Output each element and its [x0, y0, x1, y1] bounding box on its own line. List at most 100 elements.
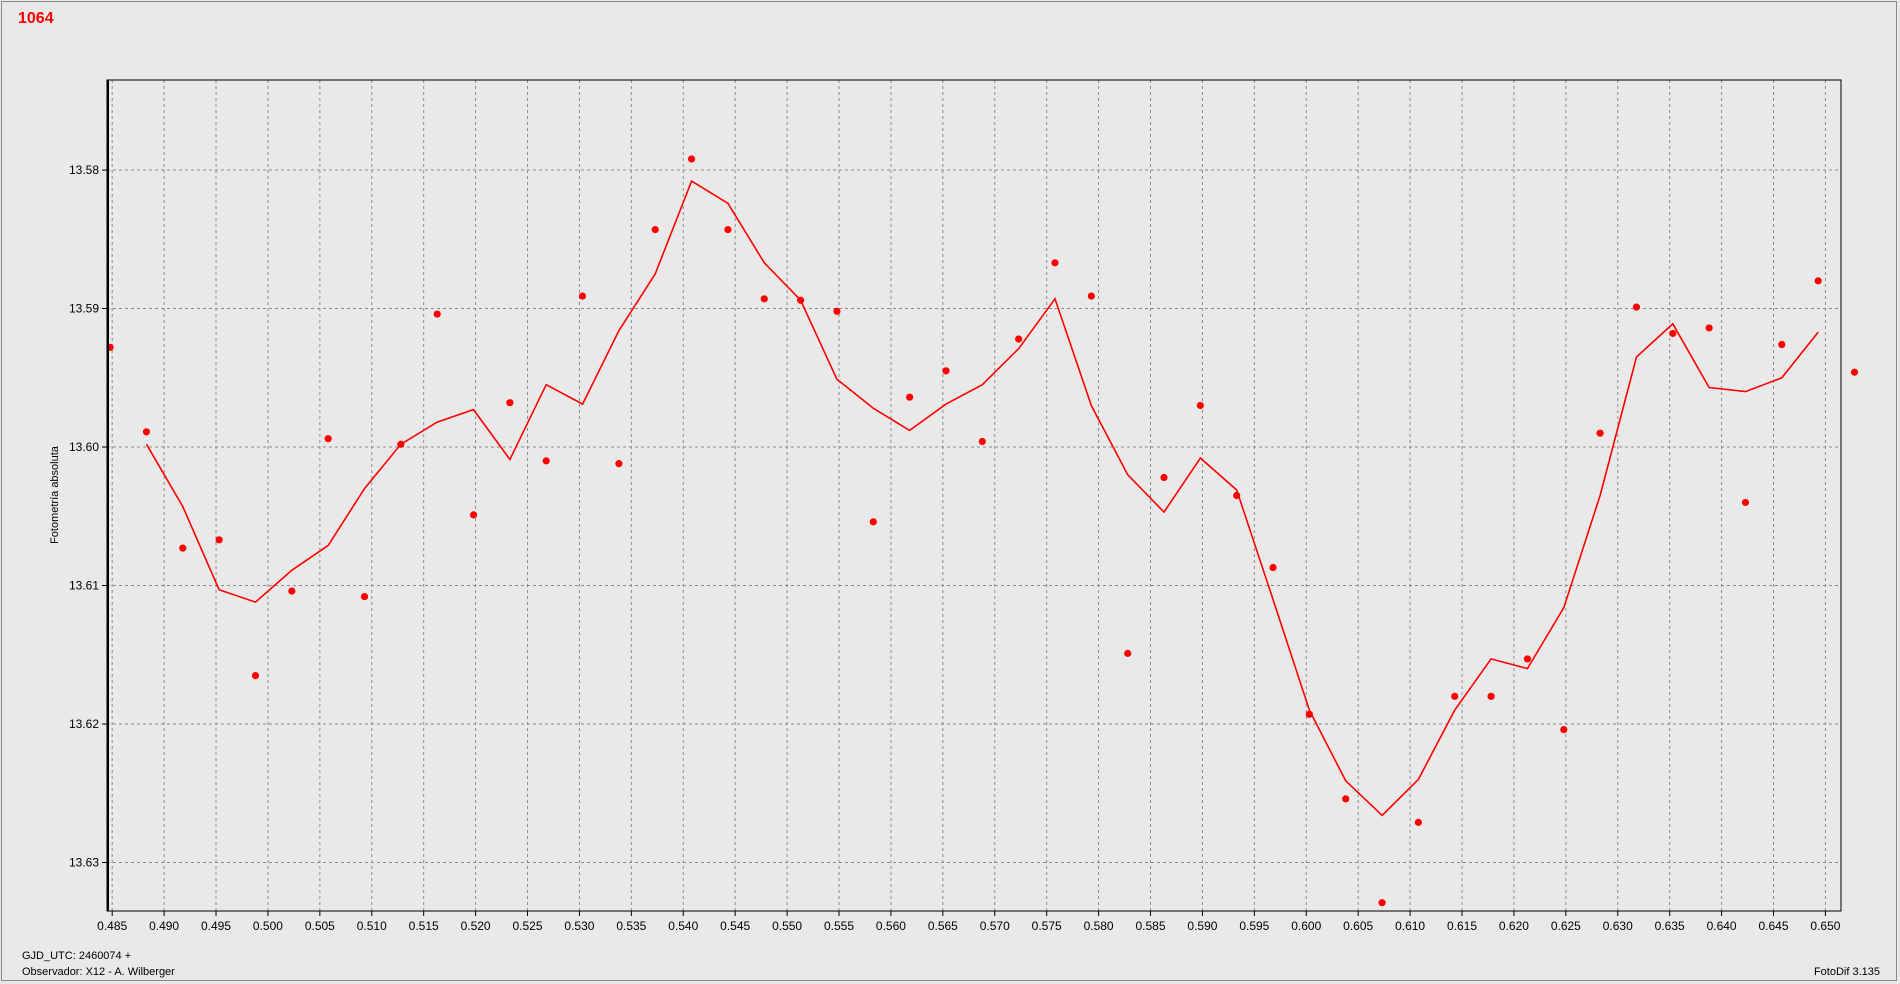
data-point: [1160, 473, 1168, 482]
x-tick-label: 0.595: [1239, 919, 1269, 933]
data-point: [1087, 292, 1095, 300]
x-tick-label: 0.585: [1135, 919, 1165, 933]
data-point: [1378, 899, 1386, 907]
gjd-label: GJD_UTC: 2460074 +: [22, 950, 132, 962]
data-point: [1305, 710, 1313, 718]
data-point: [360, 593, 369, 601]
data-point: [1596, 429, 1604, 437]
data-point: [978, 437, 986, 446]
y-axis-ticks: 13.58 13.59 13.60 13.61 13.62 13.63: [69, 163, 107, 870]
y-tick-label: 13.63: [69, 856, 99, 870]
data-point: [615, 460, 623, 468]
x-tick-label: 0.630: [1603, 919, 1633, 933]
data-point: [1523, 655, 1532, 663]
x-tick-label: 0.605: [1343, 919, 1373, 933]
data-point: [724, 225, 732, 234]
data-point: [251, 671, 260, 680]
data-point: [1342, 795, 1350, 803]
x-tick-label: 0.590: [1187, 919, 1217, 933]
x-tick-label: 0.610: [1395, 919, 1425, 933]
y-tick-label: 13.59: [69, 302, 99, 316]
data-point: [179, 544, 187, 552]
y-tick-label: 13.58: [69, 163, 99, 177]
data-point: [1269, 563, 1277, 572]
data-point: [687, 155, 696, 163]
data-point: [869, 518, 877, 526]
x-tick-label: 0.600: [1291, 919, 1321, 933]
data-point: [397, 440, 405, 448]
data-point: [1669, 329, 1677, 338]
x-tick-label: 0.645: [1758, 919, 1788, 933]
data-point: [651, 225, 659, 234]
data-point: [506, 399, 514, 407]
data-point: [324, 435, 332, 443]
software-label: FotoDif 3.135: [1813, 966, 1880, 978]
y-tick-label: 13.61: [69, 579, 99, 593]
data-point: [1487, 692, 1495, 700]
x-tick-label: 0.545: [720, 919, 750, 933]
data-point: [215, 536, 223, 544]
x-axis-ticks: 0.485 0.490 0.495 0.500 0.505 0.510 0.515 0.520…: [97, 911, 1841, 933]
x-tick-label: 0.635: [1655, 919, 1685, 933]
data-point: [1778, 340, 1786, 349]
data-point: [469, 511, 478, 519]
x-tick-label: 0.620: [1499, 919, 1529, 933]
x-tick-label: 0.535: [616, 919, 646, 933]
data-point: [1560, 725, 1568, 734]
chart-title: 1064: [18, 10, 54, 27]
data-point: [1051, 259, 1059, 267]
data-point: [906, 393, 914, 401]
observer-label: Observador: X12 - A. Wilberger: [22, 966, 175, 978]
x-tick-label: 0.520: [461, 919, 491, 933]
x-tick-label: 0.500: [253, 919, 283, 933]
x-tick-label: 0.530: [564, 919, 594, 933]
y-axis-label: Fotometría absoluta: [49, 445, 61, 544]
data-point: [797, 296, 805, 304]
data-point: [1015, 335, 1023, 343]
data-point: [1814, 277, 1822, 285]
x-tick-label: 0.510: [357, 919, 387, 933]
x-tick-label: 0.650: [1810, 919, 1840, 933]
plot-area: [107, 80, 1841, 911]
data-point: [142, 428, 151, 436]
data-point: [578, 292, 587, 300]
data-point: [288, 587, 296, 595]
x-tick-label: 0.575: [1032, 919, 1062, 933]
x-tick-label: 0.515: [409, 919, 439, 933]
x-tick-label: 0.505: [305, 919, 335, 933]
data-point: [1451, 692, 1459, 700]
data-point: [1850, 368, 1859, 376]
data-point: [1632, 303, 1641, 311]
y-tick-label: 13.62: [69, 717, 99, 731]
series-points: [106, 155, 1859, 907]
data-point: [1124, 649, 1132, 657]
x-tick-label: 0.570: [980, 919, 1010, 933]
data-point: [1705, 324, 1713, 332]
data-point: [542, 457, 550, 465]
x-tick-label: 0.580: [1084, 919, 1114, 933]
grid-lines: [107, 80, 1841, 911]
x-tick-label: 0.615: [1447, 919, 1477, 933]
data-point: [1414, 818, 1423, 826]
x-tick-label: 0.485: [97, 919, 127, 933]
data-point: [1196, 401, 1204, 410]
data-point: [942, 367, 950, 375]
x-tick-label: 0.565: [928, 919, 958, 933]
data-point: [760, 295, 768, 303]
x-tick-label: 0.495: [201, 919, 231, 933]
data-point: [433, 310, 441, 318]
x-tick-label: 0.525: [513, 919, 543, 933]
x-tick-label: 0.550: [772, 919, 802, 933]
x-tick-label: 0.560: [876, 919, 906, 933]
x-tick-label: 0.640: [1707, 919, 1737, 933]
data-point: [833, 307, 841, 315]
x-tick-label: 0.555: [824, 919, 854, 933]
data-point: [1741, 498, 1750, 507]
x-tick-label: 0.490: [149, 919, 179, 933]
series-line: [145, 179, 1819, 817]
x-tick-label: 0.625: [1551, 919, 1581, 933]
x-tick-label: 0.540: [668, 919, 698, 933]
y-tick-label: 13.60: [69, 440, 99, 454]
